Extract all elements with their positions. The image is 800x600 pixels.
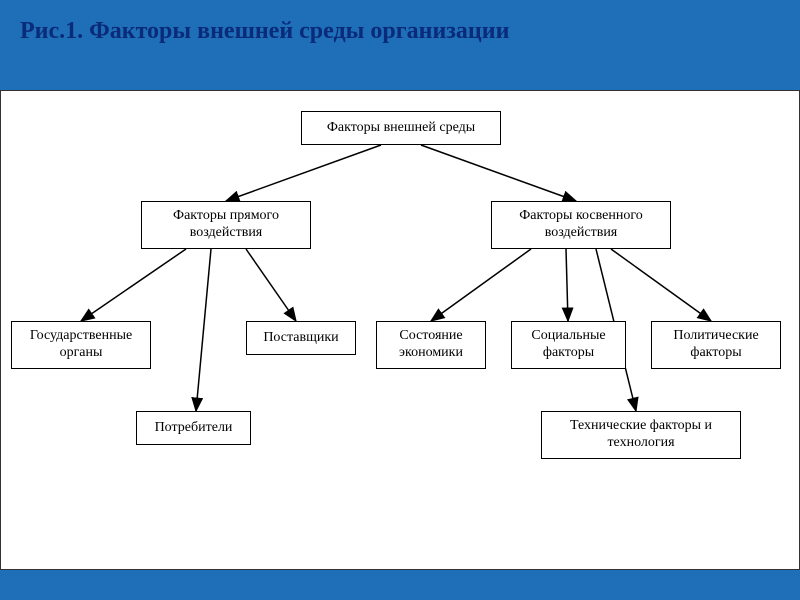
diagram-area: Факторы внешней среды Факторы прямого воз… — [0, 90, 800, 570]
node-label-social: Социальные факторы — [518, 328, 619, 362]
node-label-consum: Потребители — [155, 420, 233, 437]
page-background: Рис.1. Факторы внешней среды организации… — [0, 0, 800, 600]
node-label-polit: Политические факторы — [658, 328, 774, 362]
node-label-indirect: Факторы косвенного воздействия — [498, 208, 664, 242]
node-label-direct: Факторы прямого воздействия — [148, 208, 304, 242]
node-consum: Потребители — [136, 411, 251, 445]
node-label-tech: Технические факторы и технология — [548, 418, 734, 452]
node-root: Факторы внешней среды — [301, 111, 501, 145]
node-label-root: Факторы внешней среды — [327, 120, 475, 137]
title-bar: Рис.1. Факторы внешней среды организации — [0, 0, 800, 63]
node-social: Социальные факторы — [511, 321, 626, 369]
node-suppl: Поставщики — [246, 321, 356, 355]
node-indirect: Факторы косвенного воздействия — [491, 201, 671, 249]
node-gov: Государственные органы — [11, 321, 151, 369]
node-direct: Факторы прямого воздействия — [141, 201, 311, 249]
node-label-econ: Состояние экономики — [383, 328, 479, 362]
node-econ: Состояние экономики — [376, 321, 486, 369]
node-polit: Политические факторы — [651, 321, 781, 369]
node-label-gov: Государственные органы — [18, 328, 144, 362]
node-label-suppl: Поставщики — [263, 330, 338, 347]
node-tech: Технические факторы и технология — [541, 411, 741, 459]
page-title: Рис.1. Факторы внешней среды организации — [20, 18, 780, 45]
